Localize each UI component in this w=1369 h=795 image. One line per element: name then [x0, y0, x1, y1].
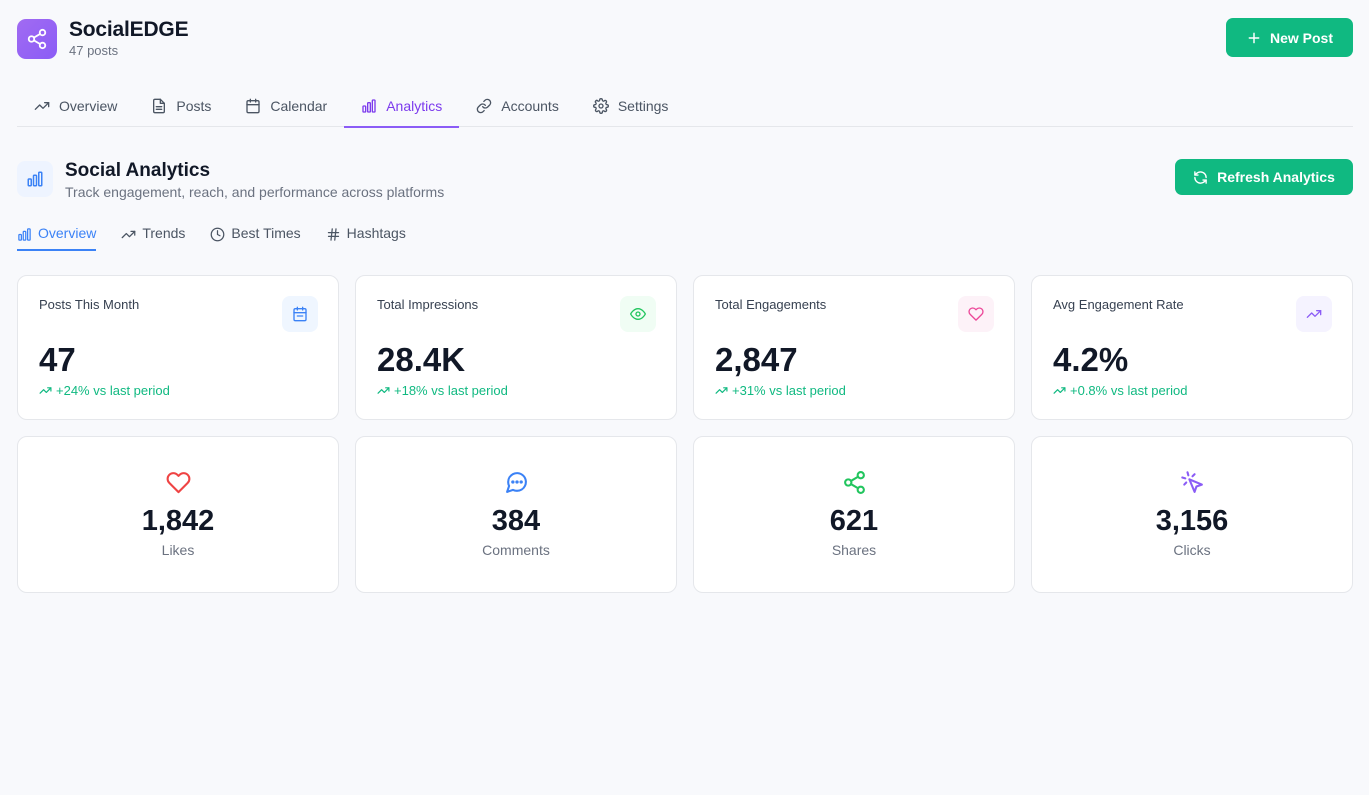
subtab-trends[interactable]: Trends: [121, 220, 185, 251]
stat-change-text: +0.8% vs last period: [1070, 383, 1188, 398]
tab-label: Posts: [176, 97, 212, 114]
analytics-sub-tabs: Overview Trends Best Times Hashtags: [17, 220, 406, 251]
bar-chart-icon: [361, 98, 377, 114]
subtab-label: Overview: [38, 225, 97, 241]
tab-posts[interactable]: Posts: [134, 84, 228, 127]
stat-label: Posts This Month: [39, 297, 140, 312]
metric-value: 621: [829, 505, 879, 537]
link-icon: [476, 98, 492, 114]
metric-label: Likes: [161, 542, 195, 558]
app-logo: [17, 18, 57, 59]
gear-icon: [592, 97, 609, 114]
stat-label: Total Engagements: [715, 297, 827, 312]
stat-icon-box: [1296, 296, 1332, 332]
stat-change: +31% vs last period: [715, 383, 846, 398]
stat-icon-box: [282, 296, 318, 332]
stat-change-text: +31% vs last period: [732, 383, 846, 398]
tab-overview[interactable]: Overview: [17, 84, 134, 127]
trending-up-icon: [39, 384, 52, 397]
metric-label: Shares: [831, 542, 877, 558]
tab-label: Overview: [59, 97, 118, 114]
mouse-pointer-click-icon: [1179, 469, 1205, 495]
plus-icon: [1246, 30, 1262, 46]
tab-label: Analytics: [386, 97, 443, 114]
new-post-button[interactable]: New Post: [1226, 18, 1353, 57]
stat-value: 2,847: [715, 341, 798, 378]
stat-change: +0.8% vs last period: [1053, 383, 1187, 398]
subtab-hashtags[interactable]: Hashtags: [326, 220, 406, 251]
stat-change-text: +18% vs last period: [394, 383, 508, 398]
stat-change: +18% vs last period: [377, 383, 508, 398]
trending-up-icon: [1053, 384, 1066, 397]
post-count: 47 posts: [69, 43, 119, 58]
file-text-icon: [151, 98, 167, 114]
metric-value: 384: [491, 505, 541, 537]
message-circle-icon: [503, 469, 529, 495]
tab-calendar[interactable]: Calendar: [228, 84, 344, 127]
clock-icon: [210, 227, 225, 242]
metric-label: Comments: [482, 542, 550, 558]
tab-settings[interactable]: Settings: [576, 84, 686, 127]
refresh-analytics-button[interactable]: Refresh Analytics: [1175, 159, 1353, 195]
metric-card-clicks: 3,156 Clicks: [1031, 436, 1353, 593]
tab-accounts[interactable]: Accounts: [459, 84, 576, 127]
tab-analytics[interactable]: Analytics: [344, 84, 460, 128]
stat-label: Avg Engagement Rate: [1053, 297, 1184, 312]
metric-card-shares: 621 Shares: [693, 436, 1015, 593]
stat-value: 4.2%: [1053, 341, 1129, 378]
section-icon-box: [17, 161, 53, 197]
stat-change-text: +24% vs last period: [56, 383, 170, 398]
stat-icon-box: [620, 296, 656, 332]
subtab-label: Hashtags: [346, 225, 406, 241]
bar-chart-icon: [26, 170, 44, 188]
heart-icon: [968, 306, 984, 322]
main-nav: Overview Posts Calendar Analytics Accoun…: [17, 84, 1353, 128]
subtab-overview[interactable]: Overview: [17, 220, 97, 251]
stat-icon-box: [958, 296, 994, 332]
stat-card-total-engagements: Total Engagements 2,847 +31% vs last per…: [693, 275, 1015, 420]
bar-chart-icon: [17, 227, 32, 242]
metric-card-likes: 1,842 Likes: [17, 436, 339, 593]
trending-up-icon: [121, 227, 136, 242]
app-title: SocialEDGE: [69, 18, 189, 41]
metric-label: Clicks: [1173, 542, 1211, 558]
tab-label: Settings: [617, 97, 669, 114]
section-subtitle: Track engagement, reach, and performance…: [65, 184, 445, 200]
subtab-label: Best Times: [231, 225, 301, 241]
eye-icon: [630, 306, 646, 322]
stat-card-posts-this-month: Posts This Month 47 +24% vs last period: [17, 275, 339, 420]
stat-change: +24% vs last period: [39, 383, 170, 398]
calendar-icon: [245, 98, 261, 114]
app-title-group: SocialEDGE 47 posts: [69, 18, 189, 59]
trending-up-icon: [1306, 306, 1322, 322]
stat-card-total-impressions: Total Impressions 28.4K +18% vs last per…: [355, 275, 677, 420]
share-icon: [26, 28, 48, 50]
stat-label: Total Impressions: [377, 297, 479, 312]
share-icon: [841, 469, 867, 495]
hash-icon: [326, 227, 341, 242]
calendar-icon: [292, 306, 308, 322]
heart-icon: [165, 469, 191, 495]
stat-card-avg-engagement-rate: Avg Engagement Rate 4.2% +0.8% vs last p…: [1031, 275, 1353, 420]
trending-up-icon: [377, 384, 390, 397]
trending-up-icon: [715, 384, 728, 397]
stat-value: 47: [39, 341, 76, 378]
stat-value: 28.4K: [377, 341, 466, 378]
new-post-label: New Post: [1269, 29, 1333, 46]
metric-value: 3,156: [1155, 505, 1229, 537]
app-header: SocialEDGE 47 posts: [17, 18, 189, 59]
trending-up-icon: [34, 98, 50, 114]
section-title: Social Analytics: [65, 160, 211, 181]
subtab-best-times[interactable]: Best Times: [210, 220, 301, 251]
metric-value: 1,842: [141, 505, 215, 537]
refresh-label: Refresh Analytics: [1217, 169, 1335, 185]
metric-card-comments: 384 Comments: [355, 436, 677, 593]
refresh-icon: [1193, 170, 1208, 185]
tab-label: Calendar: [270, 97, 328, 114]
subtab-label: Trends: [142, 225, 186, 241]
tab-label: Accounts: [501, 97, 559, 114]
